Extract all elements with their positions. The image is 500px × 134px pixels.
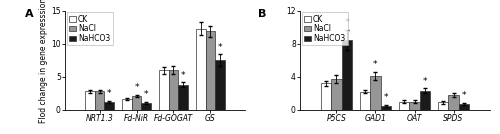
Text: *: *	[181, 71, 186, 80]
Bar	[122, 99, 132, 110]
Text: *: *	[462, 91, 466, 100]
Bar	[132, 96, 141, 110]
Bar	[142, 103, 152, 110]
Text: *: *	[107, 90, 112, 98]
Bar	[420, 91, 430, 110]
Text: A: A	[26, 9, 34, 19]
Bar	[448, 95, 459, 110]
Bar	[196, 29, 205, 110]
Text: *: *	[373, 60, 378, 69]
Legend: CK, NaCl, NaHCO3: CK, NaCl, NaHCO3	[66, 12, 112, 45]
Bar	[168, 70, 178, 110]
Bar	[94, 91, 104, 110]
Text: *: *	[218, 43, 222, 52]
Bar	[321, 83, 331, 110]
Text: *: *	[144, 90, 148, 99]
Bar	[399, 102, 409, 110]
Bar	[178, 85, 188, 110]
Text: *: *	[344, 18, 349, 27]
Bar	[380, 106, 391, 110]
Bar	[216, 60, 226, 110]
Text: *: *	[384, 93, 388, 102]
Text: *: *	[422, 77, 427, 86]
Bar	[104, 102, 115, 110]
Bar	[438, 103, 448, 110]
Bar	[84, 91, 94, 110]
Legend: CK, NaCl, NaHCO3: CK, NaCl, NaHCO3	[302, 12, 348, 45]
Text: B: B	[258, 9, 266, 19]
Bar	[342, 40, 352, 110]
Bar	[331, 79, 342, 110]
Y-axis label: Flod change in gene expresssion: Flod change in gene expresssion	[40, 0, 48, 123]
Bar	[206, 31, 216, 110]
Bar	[158, 70, 168, 110]
Text: *: *	[134, 83, 139, 92]
Bar	[360, 92, 370, 110]
Bar	[410, 102, 420, 110]
Bar	[370, 76, 380, 110]
Bar	[459, 104, 469, 110]
